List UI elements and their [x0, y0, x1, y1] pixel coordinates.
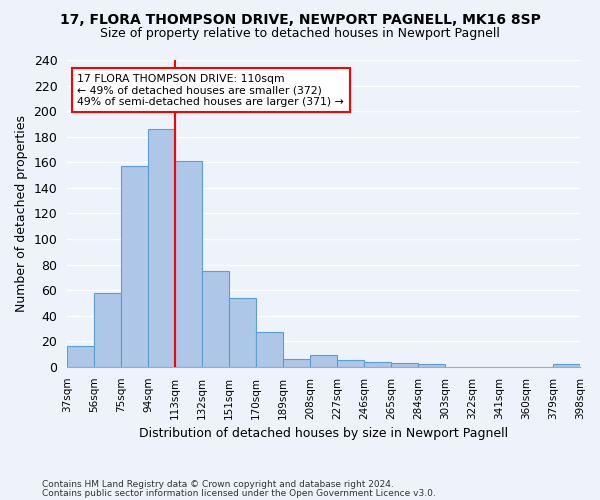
Bar	[310, 356, 337, 367]
Bar	[391, 363, 418, 367]
Bar	[94, 292, 121, 367]
X-axis label: Distribution of detached houses by size in Newport Pagnell: Distribution of detached houses by size …	[139, 427, 508, 440]
Text: Contains HM Land Registry data © Crown copyright and database right 2024.: Contains HM Land Registry data © Crown c…	[42, 480, 394, 489]
Bar	[418, 364, 445, 367]
Bar	[283, 359, 310, 367]
Text: Contains public sector information licensed under the Open Government Licence v3: Contains public sector information licen…	[42, 488, 436, 498]
Bar	[202, 271, 229, 367]
Bar	[256, 332, 283, 367]
Bar	[364, 362, 391, 367]
Bar	[67, 346, 94, 367]
Y-axis label: Number of detached properties: Number of detached properties	[15, 115, 28, 312]
Bar	[337, 360, 364, 367]
Text: 17 FLORA THOMPSON DRIVE: 110sqm
← 49% of detached houses are smaller (372)
49% o: 17 FLORA THOMPSON DRIVE: 110sqm ← 49% of…	[77, 74, 344, 107]
Bar	[175, 161, 202, 367]
Bar	[553, 364, 580, 367]
Text: 17, FLORA THOMPSON DRIVE, NEWPORT PAGNELL, MK16 8SP: 17, FLORA THOMPSON DRIVE, NEWPORT PAGNEL…	[59, 12, 541, 26]
Text: Size of property relative to detached houses in Newport Pagnell: Size of property relative to detached ho…	[100, 28, 500, 40]
Bar	[121, 166, 148, 367]
Bar	[148, 129, 175, 367]
Bar	[229, 298, 256, 367]
